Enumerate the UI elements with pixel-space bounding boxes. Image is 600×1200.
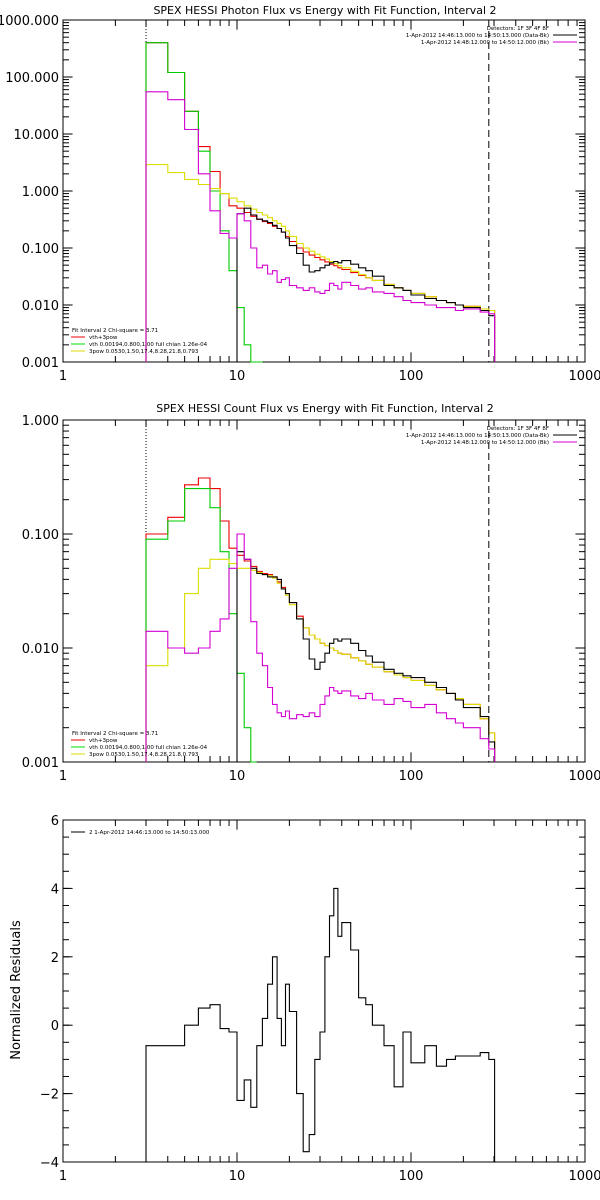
legend-entry: 2 1-Apr-2012 14:46:13.000 to 14:50:13.00… [89,830,210,836]
series-3pow [145,558,496,762]
series-3pow [145,164,496,362]
residuals-y-axis: −4 −2 0 2 4 6 [40,814,585,1171]
y-tick-label: 0.100 [22,528,59,543]
legend-entry: vth+3pow [89,335,118,341]
x-tick-label: 10 [229,769,246,784]
photon-flux-x-axis: 1 10 100 1000 [59,20,600,384]
x-tick-label: 1000 [568,769,600,784]
x-tick-label: 10 [229,369,246,384]
count-flux-series [145,477,496,763]
y-tick-label: 100.000 [5,71,59,86]
legend-entry: vth+3pow [89,738,118,744]
series-bk [145,91,496,362]
x-tick-label: 1 [59,369,67,384]
photon-flux-series [145,42,496,363]
y-tick-label: 0.001 [22,756,59,771]
residuals-plot-frame [62,819,586,1163]
series-residuals [145,887,496,1162]
photon-flux-y-axis: 0.001 0.010 0.100 1.000 10.000 100.000 1000.00… [0,14,585,371]
y-tick-label: 0.010 [22,642,59,657]
legend-entry: vth 0.00194,0.800,1.00 full chian 1.26e-… [89,745,208,751]
series-vth [145,488,257,763]
legend-entry: Detectors: 1F 3F 4F 8F [487,26,549,32]
y-tick-label: 0.100 [22,242,59,257]
count-flux-y-axis: 0.001 0.010 0.100 1.000 [22,414,585,771]
x-tick-label: 1 [59,769,67,784]
y-tick-label: 4 [51,882,59,897]
y-tick-label: 1.000 [22,185,59,200]
legend-entry: 1-Apr-2012 14:46:13.000 to 14:50:13.000 … [406,433,549,439]
y-tick-label: 0.001 [22,356,59,371]
count-flux-legend-top: Detectors: 1F 3F 4F 8F1-Apr-2012 14:46:1… [406,426,577,446]
photon-flux-plot-frame [62,19,586,363]
x-tick-label: 100 [399,769,424,784]
x-tick-label: 1000 [568,369,600,384]
x-tick-label: 1 [59,1169,67,1184]
fit-interval-label: Fit Interval 2 Chi-square = 3.71 [72,731,158,737]
legend-entry: 1-Apr-2012 14:48:12.000 to 14:50:12.000 … [421,440,549,446]
y-tick-label: 2 [51,951,59,966]
y-tick-label: 10.000 [14,128,60,143]
y-tick-label: 1000.000 [0,14,59,29]
y-tick-label: −4 [40,1156,59,1171]
series-data-bk [236,551,496,762]
residuals-x-axis: 1 10 100 1000 [59,820,600,1184]
x-tick-label: 100 [399,369,424,384]
y-tick-label: 6 [51,814,59,829]
photon-flux-legend-bottom: Fit Interval 2 Chi-square = 3.71 vth+3po… [71,328,208,355]
residuals-series [145,887,496,1162]
photon-flux-reference-lines [145,20,490,362]
series-vth [145,42,263,363]
photon-flux-title: SPEX HESSI Photon Flux vs Energy with Fi… [153,4,496,17]
x-tick-label: 1000 [568,1169,600,1184]
y-tick-label: 0.010 [22,299,59,314]
count-flux-plot-frame [62,419,586,763]
count-flux-panel: SPEX HESSI Count Flux vs Energy with Fit… [22,402,600,784]
legend-entry: vth 0.00194,0.800,1.00 full chian 1.26e-… [89,342,208,348]
series-bk [145,533,496,762]
y-tick-label: −2 [40,1088,59,1103]
series-vth-3pow [145,477,496,762]
legend-entry: 3pow 0.0530,1.50,17.4,8.28,21.8,0.793 [89,349,199,355]
count-flux-legend-bottom: Fit Interval 2 Chi-square = 3.71 vth+3po… [71,731,208,758]
residuals-y-label: Normalized Residuals [9,920,24,1060]
series-vth-3pow [145,42,496,362]
x-tick-label: 10 [229,1169,246,1184]
series-data-bk [236,207,496,362]
residuals-legend-top: 2 1-Apr-2012 14:46:13.000 to 14:50:13.00… [71,830,210,836]
residuals-panel: Normalized Residuals −4 −2 0 2 4 6 1 10 100 1000… [9,814,600,1184]
count-flux-title: SPEX HESSI Count Flux vs Energy with Fit… [156,402,493,415]
count-flux-x-axis: 1 10 100 1000 [59,420,600,784]
legend-entry: Detectors: 1F 3F 4F 8F [487,426,549,432]
legend-entry: 1-Apr-2012 14:46:13.000 to 14:50:13.000 … [406,33,549,39]
legend-entry: 1-Apr-2012 14:48:12.000 to 14:50:12.000 … [421,40,549,46]
y-tick-label: 1.000 [22,414,59,429]
legend-entry: 3pow 0.0530,1.50,17.4,8.28,21.8,0.793 [89,752,199,758]
y-tick-label: 0 [51,1019,59,1034]
fit-interval-label: Fit Interval 2 Chi-square = 3.71 [72,328,158,334]
photon-flux-legend-top: Detectors: 1F 3F 4F 8F1-Apr-2012 14:46:1… [406,26,577,46]
photon-flux-panel: SPEX HESSI Photon Flux vs Energy with Fi… [0,4,600,384]
x-tick-label: 100 [399,1169,424,1184]
count-flux-reference-lines [145,420,490,762]
